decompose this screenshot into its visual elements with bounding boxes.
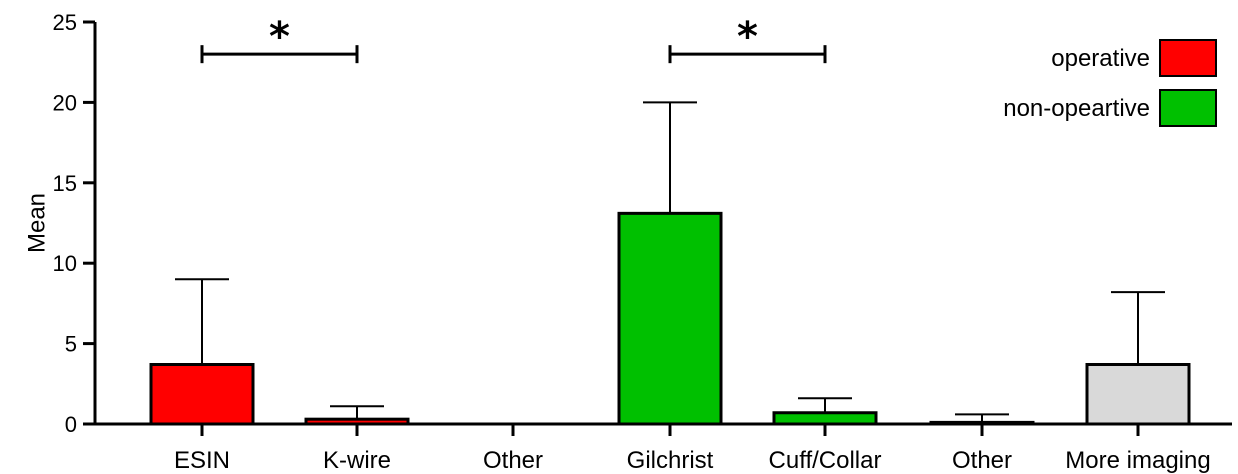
sig-star-0: * — [269, 14, 290, 60]
legend-swatch-1 — [1159, 89, 1217, 127]
y-tick-label-4: 20 — [53, 90, 77, 115]
legend-label-1: non-opeartive — [1003, 95, 1150, 122]
x-tick-label-6: More imaging — [1065, 447, 1210, 474]
significance-layer: * * — [200, 14, 827, 64]
y-axis-title: Mean — [23, 193, 50, 253]
y-tick-label-0: 0 — [65, 412, 77, 437]
x-tick-label-5: Other — [952, 447, 1012, 474]
legend-swatch-0 — [1159, 39, 1217, 77]
bar-3 — [617, 211, 723, 426]
legend-label-0: operative — [1051, 45, 1150, 72]
x-tick-label-0: ESIN — [174, 447, 230, 474]
x-tick-label-3: Gilchrist — [627, 447, 714, 474]
bar-0 — [149, 363, 255, 426]
y-tick-label-3: 15 — [53, 171, 77, 196]
bar-4 — [772, 411, 878, 426]
bars-layer — [149, 211, 1191, 426]
y-tick-label-5: 25 — [53, 10, 77, 35]
x-tick-label-4: Cuff/Collar — [769, 447, 882, 474]
x-tick-label-2: Other — [483, 447, 543, 474]
axis-layer: 0 5 10 15 20 25 ESIN K-wire Other Gilchrist Cuff/C… — [53, 10, 1232, 474]
y-tick-label-1: 5 — [65, 332, 77, 357]
y-tick-label-2: 10 — [53, 251, 77, 276]
sig-star-1: * — [737, 14, 758, 60]
x-tick-label-1: K-wire — [323, 447, 391, 474]
bar-6 — [1085, 363, 1191, 426]
error-bars-layer — [175, 101, 1165, 423]
legend: operative non-opeartive — [1003, 39, 1217, 127]
